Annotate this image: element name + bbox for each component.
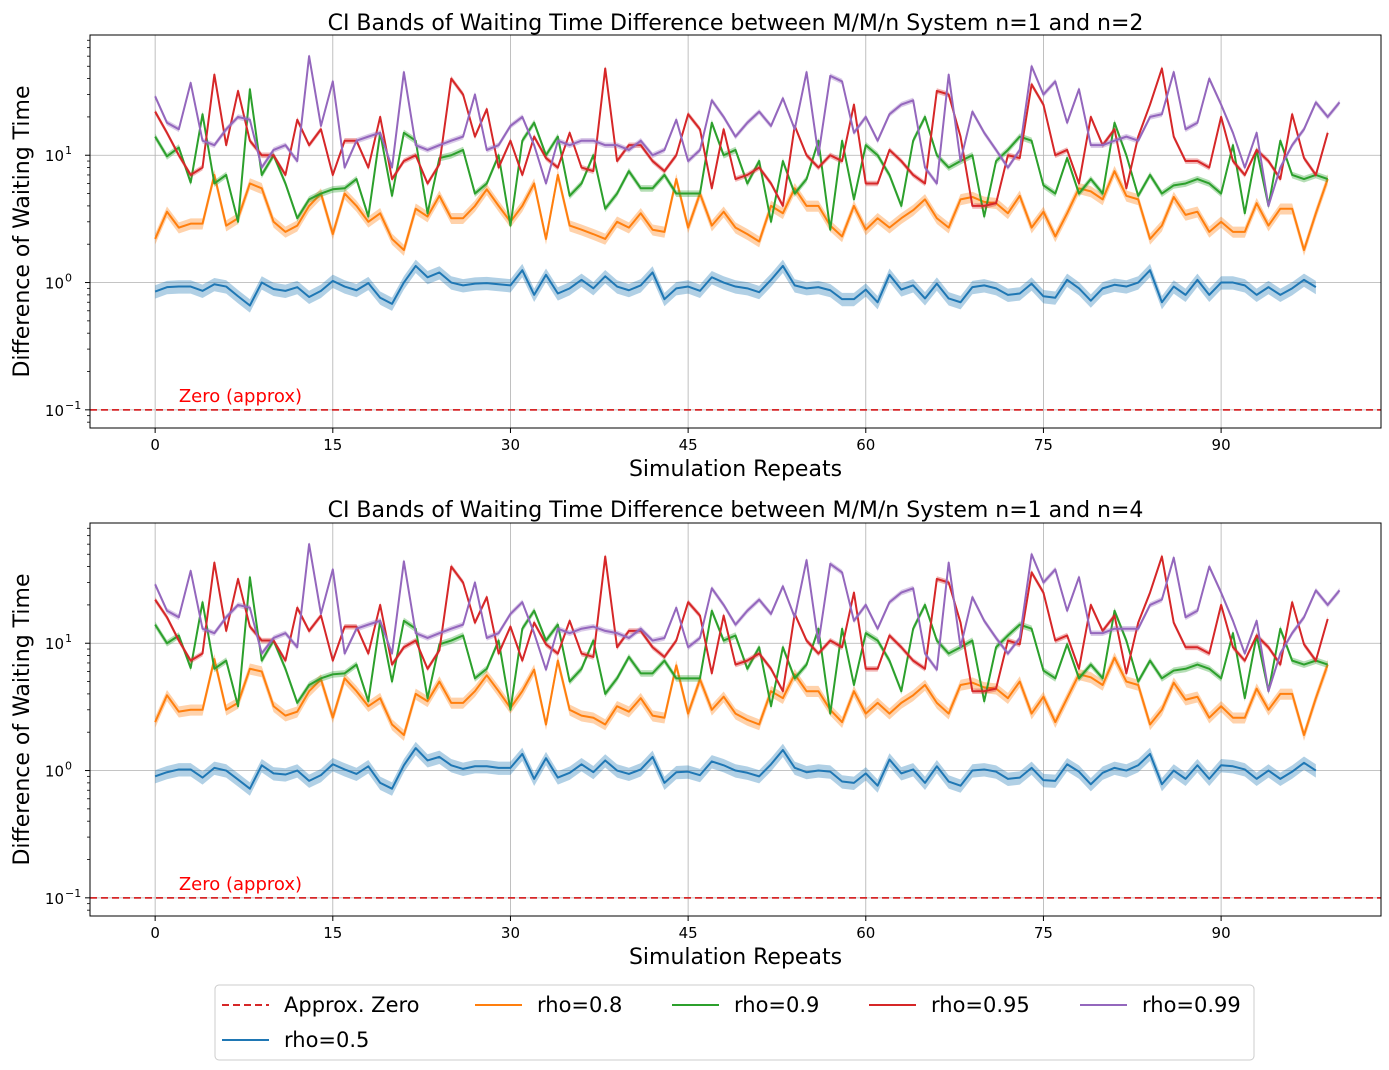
y-tick-label: 10 (45, 402, 64, 420)
series-line-rho=0.9 (154, 576, 1329, 715)
y-axis-label: Difference of Waiting Time (10, 85, 35, 377)
y-tick-exponent: −1 (65, 887, 81, 900)
y-tick-exponent: −1 (65, 399, 81, 412)
y-tick-label: 10 (45, 635, 64, 653)
y-tick-exponent: 0 (65, 760, 72, 773)
axes-frame (89, 522, 1382, 917)
y-tick-exponent: 1 (65, 632, 72, 645)
y-tick-label: 10 (45, 763, 64, 781)
series-line-rho=0.95 (154, 555, 1329, 693)
x-tick-label: 45 (679, 924, 698, 942)
legend-label: Approx. Zero (284, 993, 420, 1017)
series-line-rho=0.8 (154, 170, 1329, 252)
legend-label: rho=0.8 (537, 993, 622, 1017)
legend-label: rho=0.95 (931, 993, 1030, 1017)
ci-band-rho=0.9 (155, 86, 1328, 234)
x-tick-label: 15 (323, 924, 342, 942)
y-tick-exponent: 0 (65, 272, 72, 285)
legend-label: rho=0.99 (1142, 993, 1241, 1017)
legend-item-rho=0.8: rho=0.8 (475, 993, 622, 1017)
legend-item-rho=0.99: rho=0.99 (1080, 993, 1241, 1017)
series-line-rho=0.99 (154, 543, 1341, 693)
zero-annotation: Zero (approx) (179, 874, 302, 895)
x-axis-label: Simulation Repeats (629, 945, 842, 970)
y-tick-exponent: 1 (65, 144, 72, 157)
x-tick-label: 75 (1034, 924, 1053, 942)
legend-frame (214, 984, 1255, 1061)
x-tick-label: 30 (501, 436, 520, 454)
zero-annotation: Zero (approx) (179, 386, 302, 407)
series-line-rho=0.5 (154, 264, 1317, 307)
y-tick-label: 10 (45, 275, 64, 293)
legend-item-rho=0.95: rho=0.95 (869, 993, 1030, 1017)
legend-label: rho=0.9 (734, 993, 819, 1017)
legend-item-rho=0.9: rho=0.9 (672, 993, 819, 1017)
legend-item-rho=0.5: rho=0.5 (222, 1028, 369, 1052)
y-tick-label: 10 (45, 147, 64, 165)
plot-area (154, 53, 1341, 313)
x-tick-label: 45 (679, 436, 698, 454)
ci-band-rho=0.5 (155, 741, 1316, 796)
y-axis-label: Difference of Waiting Time (10, 573, 35, 865)
legend: Approx. Zero rho=0.8 rho=0.9 rho=0.95 rho=0.… (214, 984, 1255, 1061)
x-tick-label: 60 (856, 924, 875, 942)
x-tick-label: 60 (856, 436, 875, 454)
ci-band-rho=0.9 (155, 574, 1328, 718)
x-tick-label: 0 (150, 436, 160, 454)
x-tick-label: 0 (150, 924, 160, 942)
series-line-rho=0.99 (154, 55, 1341, 207)
series-line-rho=0.9 (154, 88, 1329, 231)
axes-frame (89, 34, 1382, 429)
series-line-rho=0.8 (154, 656, 1329, 737)
series-line-rho=0.5 (154, 747, 1317, 790)
plot-area (154, 541, 1341, 796)
x-tick-label: 90 (1212, 436, 1231, 454)
x-tick-label: 30 (501, 924, 520, 942)
legend-label: rho=0.5 (284, 1028, 369, 1052)
y-tick-label: 10 (45, 890, 64, 908)
chart-title: CI Bands of Waiting Time Difference betw… (328, 498, 1144, 523)
x-tick-label: 90 (1212, 924, 1231, 942)
x-tick-label: 15 (323, 436, 342, 454)
legend-item-Approx. Zero: Approx. Zero (222, 993, 420, 1017)
x-axis-label: Simulation Repeats (629, 457, 842, 482)
series-line-rho=0.95 (154, 67, 1329, 207)
chart-title: CI Bands of Waiting Time Difference betw… (328, 11, 1144, 36)
x-tick-label: 75 (1034, 436, 1053, 454)
